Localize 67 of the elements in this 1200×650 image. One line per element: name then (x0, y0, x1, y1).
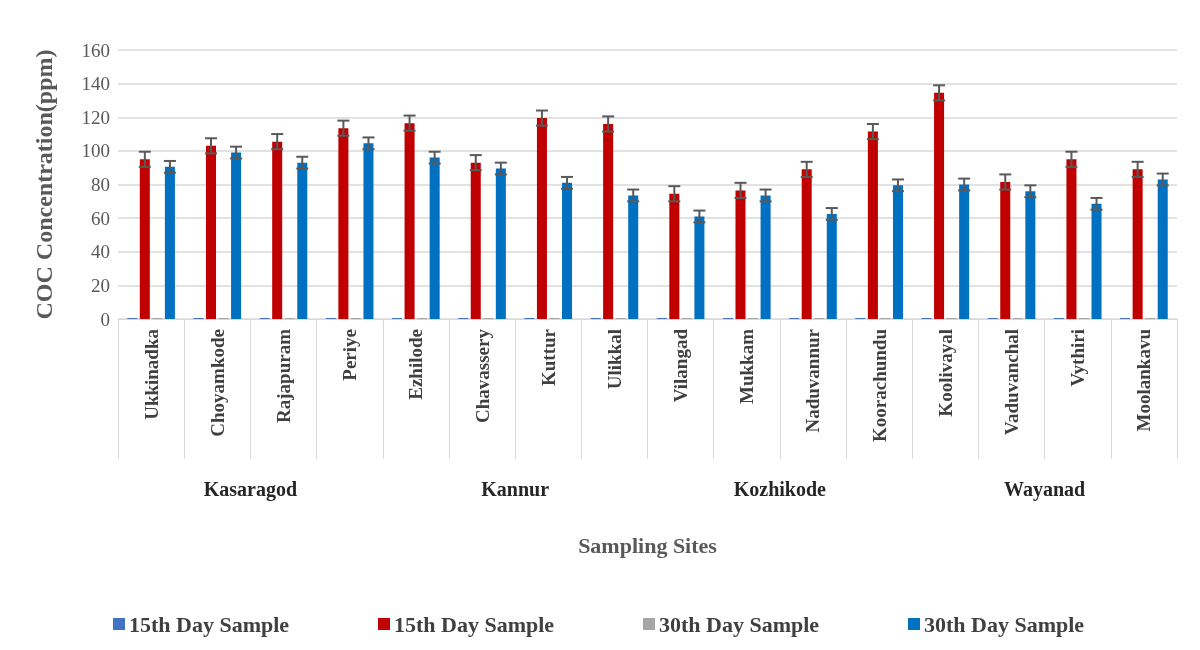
bar (867, 131, 878, 319)
bar (892, 185, 903, 319)
bar (1000, 181, 1011, 319)
legend-label: 30th Day Sample (924, 611, 1085, 637)
x-tick-label: Mukkam (736, 328, 758, 404)
legend-label: 15th Day Sample (394, 611, 555, 637)
y-tick-label: 80 (91, 174, 110, 195)
x-tick-label: Ulikkal (603, 329, 625, 390)
bar (628, 195, 639, 319)
y-tick-label: 100 (81, 140, 110, 162)
bar (801, 169, 812, 319)
y-tick-label: 140 (81, 73, 110, 95)
x-tick-label: Ukkinadka (140, 328, 162, 420)
legend-label: 30th Day Sample (659, 611, 820, 637)
bar (760, 195, 771, 319)
bar (826, 213, 837, 319)
x-tick-label: Choyamkode (206, 329, 228, 437)
x-tick-label: Koolivayal (934, 329, 956, 417)
y-tick-label: 60 (91, 207, 110, 229)
bar (338, 128, 349, 319)
bar (139, 159, 150, 319)
x-tick-label: Koorachundu (868, 328, 890, 442)
y-tick-label: 0 (100, 308, 110, 330)
bar (231, 152, 242, 319)
x-tick-label: Vilangad (670, 328, 692, 403)
text: Wayanad (1004, 478, 1086, 501)
bar (272, 141, 283, 319)
bar (735, 190, 746, 319)
bar (404, 123, 415, 319)
bar (1157, 179, 1168, 319)
bar (562, 182, 573, 319)
text: Kasaragod (203, 478, 298, 501)
bar (1132, 169, 1143, 319)
bar (363, 143, 374, 319)
bar (669, 193, 680, 319)
x-axis-title: Sampling Sites (578, 532, 718, 558)
x-tick-label: Vaduvanchal (1001, 329, 1023, 435)
x-tick-label: Periye (339, 329, 361, 381)
bar (603, 123, 614, 319)
x-tick-label: Moolankavu (1133, 328, 1155, 432)
y-tick-label: 20 (91, 274, 110, 296)
x-tick-label: Ezhilode (405, 329, 427, 400)
x-tick-label: Kuttur (537, 328, 559, 386)
y-axis-title: COC Concentration(ppm) (31, 49, 57, 320)
x-tick-label: Vythiri (1067, 329, 1089, 387)
y-tick-label: 160 (81, 39, 110, 61)
text: Kannur (481, 478, 550, 500)
bar (429, 157, 440, 319)
bar (959, 184, 970, 319)
x-tick-label: Rajapuram (272, 328, 294, 423)
bar (694, 216, 705, 319)
bar (1091, 203, 1102, 319)
bar (934, 92, 945, 319)
bar (205, 145, 217, 319)
y-tick-label: 120 (81, 106, 110, 128)
text: Kozhikode (733, 478, 827, 500)
bar (1025, 191, 1036, 319)
bar (495, 168, 506, 319)
y-tick-label: 40 (91, 241, 110, 263)
bar (1066, 159, 1077, 319)
bar (297, 162, 308, 319)
legend-label: 15th Day Sample (129, 611, 290, 637)
bar (470, 162, 481, 319)
x-tick-label: Chavassery (471, 328, 493, 423)
x-tick-label: Naduvannur (802, 328, 824, 433)
bar (536, 118, 547, 319)
bar (164, 166, 175, 319)
